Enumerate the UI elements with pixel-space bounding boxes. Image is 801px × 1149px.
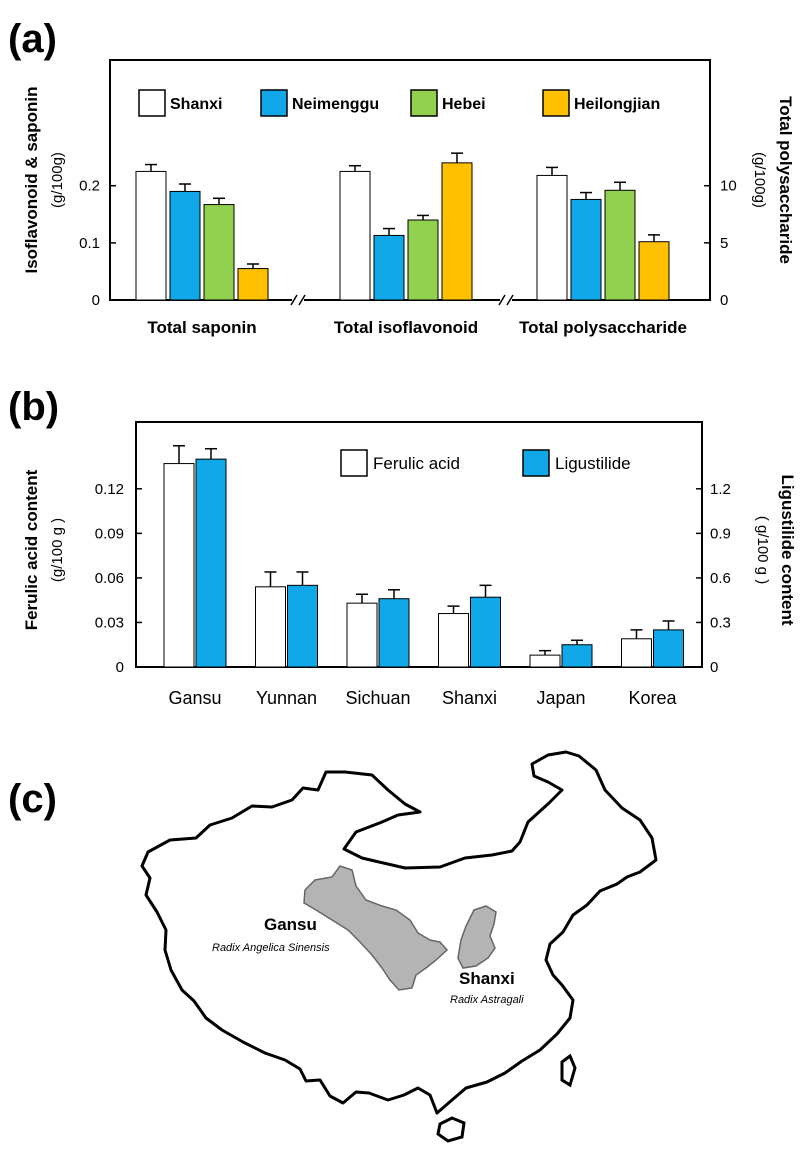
chart-b-ytick-right-label: 1.2 [710,481,731,498]
group-label-total-saponin: Total saponin [147,318,256,337]
legend-swatch-ligustilide [522,449,550,477]
chart-b: Ferulic acid content (g/100 g ) Ligustil… [22,421,797,708]
chart-b-ytick-left-label: 0 [116,659,124,676]
legend-label-heilongjian: Heilongjian [574,96,660,113]
chart-b-ylabel-right: Ligustilide content [778,474,797,625]
gansu-label: Gansu [264,915,317,934]
bar-yunnan-ligustilide [287,584,318,668]
category-label-gansu: Gansu [168,688,221,708]
bar-total-isoflavonoid-shanxi [339,170,371,301]
bar-total-polysaccharide-shanxi [536,174,568,301]
legend-swatch-ferulic-acid [340,449,368,477]
chart-b-ytick-right-label: 0.9 [710,525,731,542]
bar-total-isoflavonoid-hebei [407,219,439,301]
axis-break-mark-2 [498,294,506,306]
bar-korea-ligustilide [653,629,684,668]
bar-total-polysaccharide-hebei [604,189,636,301]
axis-break-gap-2 [500,297,512,303]
chart-b-ytick-right-label: 0.3 [710,614,731,631]
hainan-island [436,1116,466,1143]
panel-label-a: (a) [8,17,57,61]
category-label-sichuan: Sichuan [345,688,410,708]
bar-gansu-ferulic-acid [163,463,195,668]
chart-b-ytick-right-label: 0 [710,659,718,676]
chart-a-ytick-right-label: 5 [720,235,728,252]
axis-break-mark-2 [506,294,514,306]
legend-label-shanxi: Shanxi [170,96,222,113]
bar-yunnan-ferulic-acid [255,586,286,668]
bar-korea-ferulic-acid [621,638,652,668]
bar-shanxi-ferulic-acid [438,613,469,668]
china-map: Gansu Radix Angelica Sinensis Shanxi Rad… [140,750,658,1143]
bar-gansu-ligustilide [195,458,227,668]
chart-a-ytick-left-label: 0.2 [79,178,100,195]
bar-total-saponin-neimenggu [169,190,201,301]
china-outline [140,750,658,1115]
gansu-region [303,865,449,991]
panel-label-c: (c) [8,777,57,821]
chart-a-ylabel-left: Isoflavonoid & saponin [22,86,41,273]
chart-a-ytick-left-label: 0 [92,292,100,309]
bar-sichuan-ferulic-acid [346,602,378,668]
chart-b-ytick-left-label: 0.09 [95,525,124,542]
taiwan-island [560,1053,577,1088]
category-label-japan: Japan [536,688,585,708]
chart-b-ylabel-left: Ferulic acid content [22,469,41,630]
legend-swatch-neimenggu [260,89,288,117]
chart-a-ylabel-right: Total polysaccharide [776,96,795,264]
chart-b-frame [135,421,703,668]
chart-a: Isoflavonoid & saponin (g/100g) Total po… [22,59,795,337]
shanxi-herb-label: Radix Astragali [450,994,524,1006]
chart-a-ytick-right-label: 10 [720,178,737,195]
axis-break-mark-1 [298,294,306,306]
bar-total-isoflavonoid-heilongjian [441,162,473,301]
chart-b-ylabel-right-unit: ( g/100 g ) [754,516,771,584]
axis-break-gap-1 [292,297,304,303]
panel-label-b: (b) [8,385,59,429]
bar-shanxi-ligustilide [470,596,501,668]
category-label-shanxi: Shanxi [442,688,497,708]
chart-b-ytick-left-label: 0.12 [95,481,124,498]
legend-label-neimenggu: Neimenggu [292,96,379,113]
axis-break-mark-1 [290,294,298,306]
bar-total-polysaccharide-heilongjian [638,241,670,301]
bar-total-isoflavonoid-neimenggu [373,234,405,301]
chart-a-ytick-right-label: 0 [720,292,728,309]
bar-total-polysaccharide-neimenggu [570,198,602,301]
group-label-total-polysaccharide: Total polysaccharide [519,318,687,337]
bar-japan-ferulic-acid [529,654,561,668]
bar-total-saponin-hebei [203,204,235,301]
gansu-herb-label: Radix Angelica Sinensis [212,942,330,954]
legend-label-ligustilide: Ligustilide [555,454,631,473]
shanxi-region [457,905,497,969]
legend-swatch-hebei [410,89,438,117]
chart-b-ytick-right-label: 0.6 [710,570,731,587]
group-label-total-isoflavonoid: Total isoflavonoid [334,318,478,337]
chart-b-ytick-left-label: 0.06 [95,570,124,587]
legend-swatch-heilongjian [542,89,570,117]
bar-sichuan-ligustilide [378,598,410,668]
chart-a-ylabel-left-unit: (g/100g) [49,152,66,208]
category-label-yunnan: Yunnan [256,688,317,708]
chart-b-ylabel-left-unit: (g/100 g ) [49,518,66,582]
chart-a-ytick-left-label: 0.1 [79,235,100,252]
legend-label-ferulic-acid: Ferulic acid [373,454,460,473]
chart-b-ytick-left-label: 0.03 [95,614,124,631]
category-label-korea: Korea [628,688,677,708]
legend-swatch-shanxi [138,89,166,117]
shanxi-label: Shanxi [459,969,515,988]
bar-total-saponin-heilongjian [237,268,269,301]
chart-a-ylabel-right-unit: (g/100g) [751,152,768,208]
bar-total-saponin-shanxi [135,170,167,301]
bar-japan-ligustilide [561,644,593,668]
legend-label-hebei: Hebei [442,96,486,113]
